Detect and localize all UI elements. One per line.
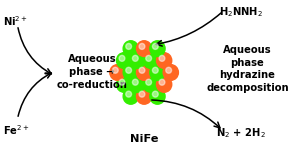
Circle shape	[157, 53, 172, 68]
Circle shape	[137, 41, 152, 56]
Circle shape	[126, 91, 132, 97]
Circle shape	[137, 65, 152, 80]
Circle shape	[152, 67, 158, 73]
Circle shape	[123, 88, 138, 104]
Circle shape	[163, 65, 178, 80]
Circle shape	[146, 55, 151, 61]
Circle shape	[150, 88, 165, 104]
Circle shape	[116, 53, 132, 68]
Circle shape	[130, 53, 145, 68]
Text: Aqueous
phase
hydrazine
decomposition: Aqueous phase hydrazine decomposition	[206, 45, 289, 93]
Circle shape	[139, 67, 145, 73]
Circle shape	[139, 43, 145, 49]
Circle shape	[130, 77, 145, 92]
Circle shape	[159, 79, 165, 85]
Text: H$_2$NNH$_2$: H$_2$NNH$_2$	[219, 5, 263, 19]
Text: NiFe: NiFe	[130, 134, 158, 144]
Circle shape	[152, 43, 158, 49]
Circle shape	[159, 55, 165, 61]
Circle shape	[132, 55, 138, 61]
Circle shape	[166, 67, 172, 73]
Circle shape	[146, 79, 151, 85]
Circle shape	[110, 65, 125, 80]
Circle shape	[119, 55, 125, 61]
Text: phase →: phase →	[69, 67, 115, 77]
Circle shape	[157, 77, 172, 92]
Text: Ni$^{2+}$: Ni$^{2+}$	[3, 14, 28, 28]
Circle shape	[139, 91, 145, 97]
Circle shape	[113, 67, 118, 73]
Circle shape	[143, 77, 158, 92]
Text: Aqueous: Aqueous	[68, 54, 116, 64]
Circle shape	[152, 91, 158, 97]
Circle shape	[116, 77, 132, 92]
Circle shape	[150, 41, 165, 56]
Circle shape	[126, 67, 132, 73]
Text: N$_2$ + 2H$_2$: N$_2$ + 2H$_2$	[216, 126, 266, 140]
Circle shape	[126, 43, 132, 49]
Circle shape	[150, 65, 165, 80]
Circle shape	[119, 79, 125, 85]
Circle shape	[137, 88, 152, 104]
Text: Fe$^{2+}$: Fe$^{2+}$	[3, 123, 30, 137]
Circle shape	[123, 65, 138, 80]
Text: co-reduction: co-reduction	[57, 80, 128, 90]
Circle shape	[143, 53, 158, 68]
Circle shape	[123, 41, 138, 56]
Circle shape	[132, 79, 138, 85]
